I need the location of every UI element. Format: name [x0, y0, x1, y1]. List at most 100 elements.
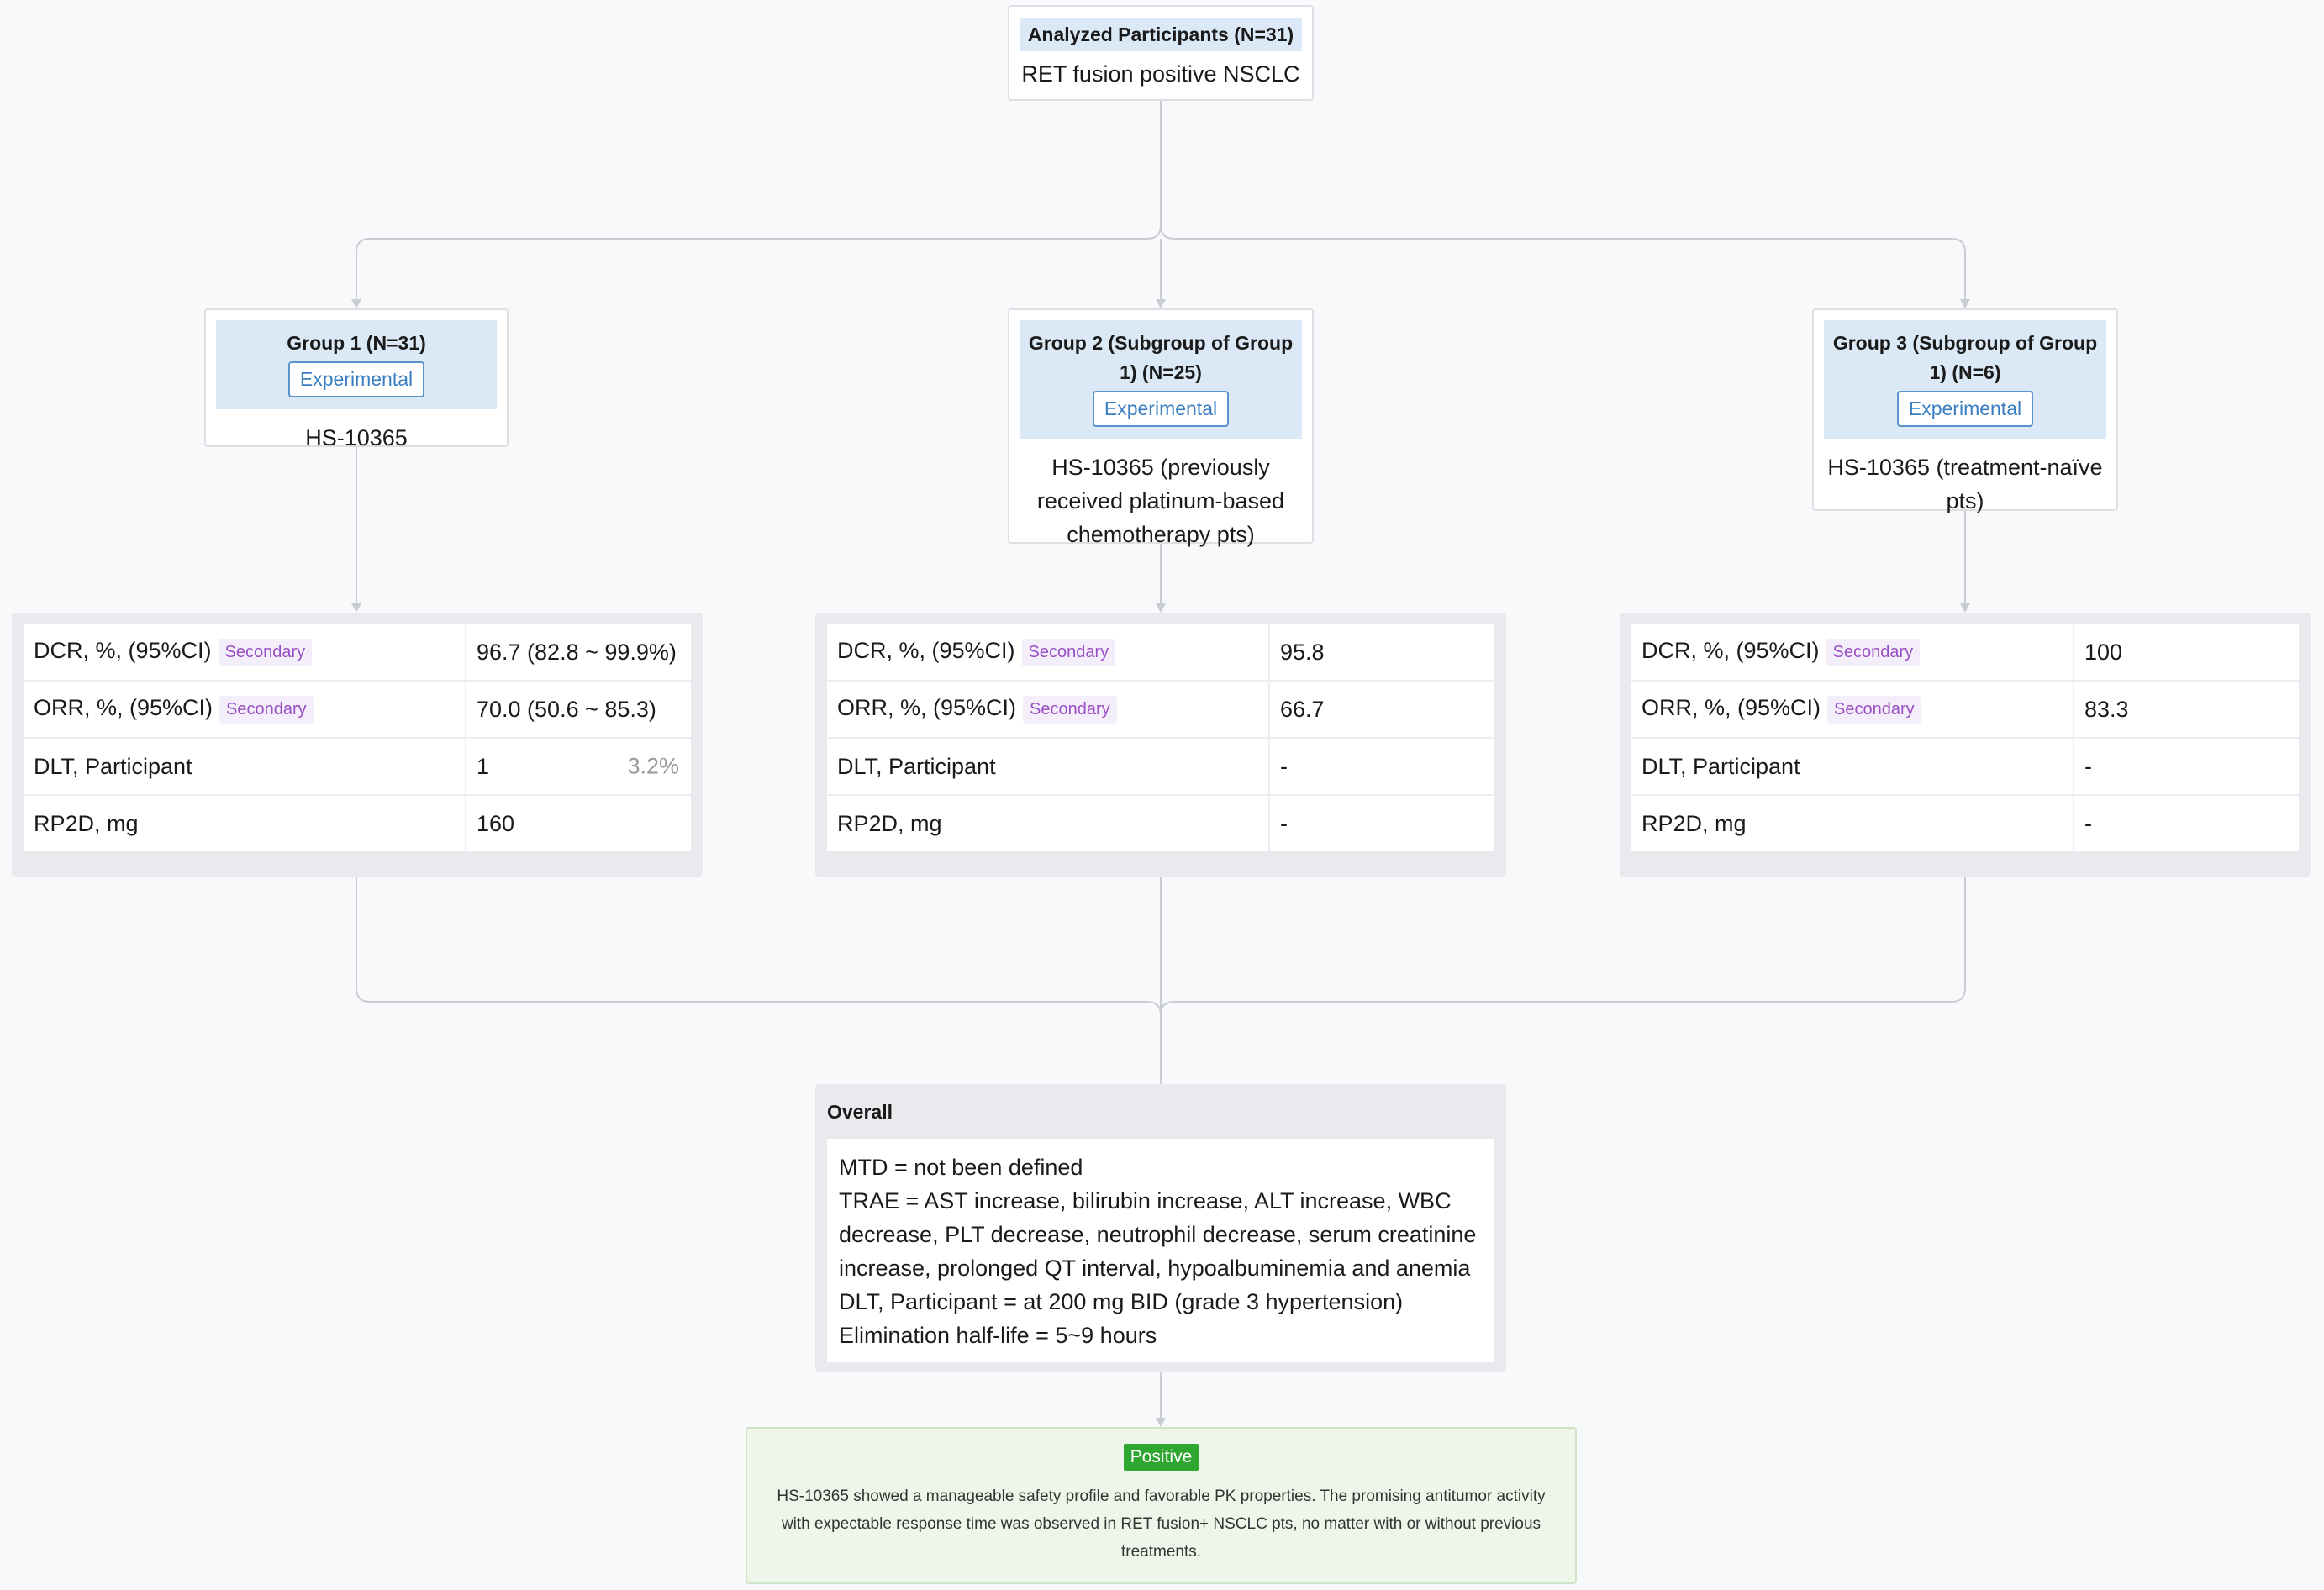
metrics-table: DCR, %, (95%CI) Secondary 95.8 ORR, %, (9…	[827, 624, 1494, 851]
metric-value: 95.8	[1280, 640, 1325, 665]
group-header: Group 2 (Subgroup of Group 1) (N=25) Exp…	[1020, 320, 1302, 439]
arrow-to-panel-3	[1960, 603, 1970, 613]
metric-value: -	[1280, 811, 1288, 836]
overall-line-dlt: DLT, Participant = at 200 mg BID (grade …	[839, 1285, 1483, 1319]
metric-label-cell: DCR, %, (95%CI) Secondary	[827, 624, 1269, 681]
metric-label: DCR, %, (95%CI)	[1642, 638, 1820, 663]
metric-label-cell: DLT, Participant	[24, 738, 466, 795]
metric-label: DLT, Participant	[1642, 754, 1800, 779]
metric-label: DLT, Participant	[837, 754, 996, 779]
group-1-box: Group 1 (N=31) Experimental HS-10365	[204, 308, 509, 447]
metric-label: ORR, %, (95%CI)	[34, 695, 213, 720]
metric-value: 160	[477, 811, 514, 836]
overall-line-half-life: Elimination half-life = 5~9 hours	[839, 1319, 1483, 1352]
group-1-metrics-panel: DCR, %, (95%CI) Secondary 96.7 (82.8 ~ 99…	[12, 613, 703, 877]
metric-label-cell: RP2D, mg	[1631, 795, 2074, 851]
overall-title: Overall	[827, 1096, 1494, 1139]
metric-value-cell: 96.7 (82.8 ~ 99.9%)	[466, 624, 691, 681]
metric-label: ORR, %, (95%CI)	[1642, 695, 1821, 720]
table-row: ORR, %, (95%CI)Secondary 66.7	[827, 681, 1494, 738]
overall-line-trae: TRAE = AST increase, bilirubin increase,…	[839, 1184, 1483, 1285]
metric-value-cell: -	[2074, 738, 2299, 795]
metric-percentage: 3.2%	[627, 754, 679, 780]
secondary-tag: Secondary	[219, 696, 314, 724]
metric-value: 100	[2084, 640, 2122, 665]
metric-value-cell: 1 3.2%	[466, 738, 691, 795]
overall-line-mtd: MTD = not been defined	[839, 1150, 1483, 1184]
positive-tag: Positive	[1124, 1444, 1199, 1471]
metric-label-cell: DLT, Participant	[1631, 738, 2074, 795]
metric-value: 70.0 (50.6 ~ 85.3)	[477, 697, 656, 722]
metric-label-cell: DLT, Participant	[827, 738, 1269, 795]
population-label: RET fusion positive NSCLC	[1018, 61, 1304, 87]
metric-value: -	[1280, 754, 1288, 779]
metric-label: DCR, %, (95%CI)	[34, 638, 212, 663]
group-2-box: Group 2 (Subgroup of Group 1) (N=25) Exp…	[1008, 308, 1314, 544]
connector-header-to-groups	[356, 101, 1965, 299]
metric-value: 1	[477, 754, 489, 779]
table-row: RP2D, mg 160	[24, 795, 691, 851]
table-row: ORR, %, (95%CI)Secondary 83.3	[1631, 681, 2299, 738]
secondary-tag: Secondary	[1023, 696, 1117, 724]
secondary-tag: Secondary	[1022, 639, 1116, 666]
metric-label-cell: DCR, %, (95%CI)Secondary	[1631, 624, 2074, 681]
group-intervention: HS-10365 (treatment-naïve pts)	[1824, 450, 2106, 518]
table-row: DCR, %, (95%CI) Secondary 96.7 (82.8 ~ 99…	[24, 624, 691, 681]
group-2-metrics-panel: DCR, %, (95%CI) Secondary 95.8 ORR, %, (9…	[815, 613, 1506, 877]
metric-label: RP2D, mg	[34, 811, 139, 836]
metric-value-cell: 70.0 (50.6 ~ 85.3)	[466, 681, 691, 738]
connector-panels-to-overall	[356, 877, 1965, 1084]
arrow-to-group-3	[1960, 299, 1970, 308]
experimental-tag: Experimental	[1897, 391, 2033, 427]
metric-label-cell: DCR, %, (95%CI) Secondary	[24, 624, 466, 681]
table-row: DCR, %, (95%CI)Secondary 100	[1631, 624, 2299, 681]
metric-value-cell: -	[1269, 738, 1494, 795]
experimental-tag: Experimental	[1093, 391, 1229, 427]
metric-value: 66.7	[1280, 697, 1325, 722]
secondary-tag: Secondary	[219, 639, 313, 666]
metric-value: 96.7 (82.8 ~ 99.9%)	[477, 640, 677, 665]
metric-value-cell: 66.7	[1269, 681, 1494, 738]
metric-value-cell: -	[2074, 795, 2299, 851]
group-title: Group 1 (N=31)	[224, 329, 488, 358]
metric-label: DCR, %, (95%CI)	[837, 638, 1015, 663]
table-row: DLT, Participant -	[827, 738, 1494, 795]
metric-value-cell: 95.8	[1269, 624, 1494, 681]
result-box: Positive HS-10365 showed a manageable sa…	[746, 1427, 1577, 1584]
metric-value-cell: 160	[466, 795, 691, 851]
metric-label-cell: ORR, %, (95%CI)Secondary	[827, 681, 1269, 738]
table-row: DLT, Participant -	[1631, 738, 2299, 795]
group-header: Group 1 (N=31) Experimental	[216, 320, 497, 409]
metric-value-cell: 83.3	[2074, 681, 2299, 738]
group-3-metrics-panel: DCR, %, (95%CI)Secondary 100 ORR, %, (95…	[1620, 613, 2311, 877]
metric-value: 83.3	[2084, 697, 2129, 722]
group-title: Group 3 (Subgroup of Group 1) (N=6)	[1832, 329, 2098, 387]
group-title: Group 2 (Subgroup of Group 1) (N=25)	[1028, 329, 1294, 387]
metric-value: -	[2084, 811, 2092, 836]
metric-label: DLT, Participant	[34, 754, 192, 779]
table-row: RP2D, mg -	[827, 795, 1494, 851]
table-row: DCR, %, (95%CI) Secondary 95.8	[827, 624, 1494, 681]
metric-label: RP2D, mg	[837, 811, 942, 836]
metric-value: -	[2084, 754, 2092, 779]
group-intervention: HS-10365 (previously received platinum-b…	[1020, 450, 1302, 551]
group-intervention: HS-10365	[216, 421, 497, 455]
analyzed-participants-box: Analyzed Participants (N=31) RET fusion …	[1008, 5, 1314, 101]
arrow-to-panel-2	[1156, 603, 1166, 613]
metric-label-cell: RP2D, mg	[827, 795, 1269, 851]
metric-value-cell: -	[1269, 795, 1494, 851]
metrics-table: DCR, %, (95%CI) Secondary 96.7 (82.8 ~ 99…	[24, 624, 691, 851]
analyzed-participants-title: Analyzed Participants (N=31)	[1020, 18, 1302, 51]
metric-label: RP2D, mg	[1642, 811, 1747, 836]
arrow-to-panel-1	[351, 603, 361, 613]
group-header: Group 3 (Subgroup of Group 1) (N=6) Expe…	[1824, 320, 2106, 439]
table-row: RP2D, mg -	[1631, 795, 2299, 851]
metrics-table: DCR, %, (95%CI)Secondary 100 ORR, %, (95…	[1631, 624, 2299, 851]
experimental-tag: Experimental	[288, 361, 424, 398]
result-conclusion: HS-10365 showed a manageable safety prof…	[767, 1482, 1555, 1566]
secondary-tag: Secondary	[1826, 639, 1921, 666]
metric-label-cell: ORR, %, (95%CI)Secondary	[24, 681, 466, 738]
metric-label-cell: RP2D, mg	[24, 795, 466, 851]
group-3-box: Group 3 (Subgroup of Group 1) (N=6) Expe…	[1812, 308, 2118, 511]
arrow-to-group-2	[1156, 299, 1166, 308]
